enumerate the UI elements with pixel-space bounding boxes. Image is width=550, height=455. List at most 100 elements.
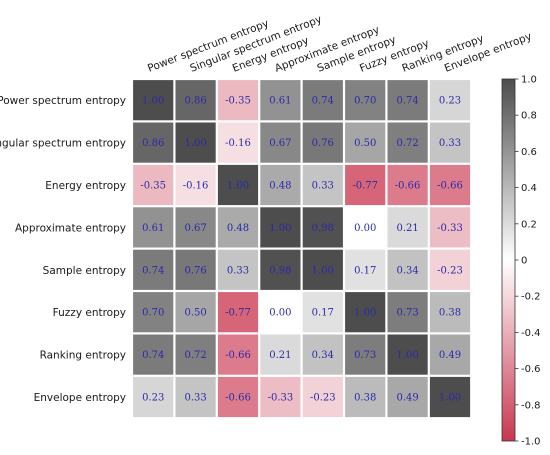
heatmap-cell bbox=[260, 122, 301, 163]
heatmap-cell bbox=[387, 80, 428, 121]
colorbar-tick-label: -0.6 bbox=[521, 364, 541, 375]
cell-value-label: 0.61 bbox=[142, 223, 164, 234]
row-label-energy-entropy: Energy entropy bbox=[45, 180, 126, 192]
cell-value-label: 0.61 bbox=[269, 96, 291, 107]
cell-value-label: 0.48 bbox=[227, 223, 249, 234]
heatmap-cell bbox=[429, 292, 471, 333]
heatmap-cell bbox=[387, 334, 428, 375]
heatmap-cell bbox=[345, 334, 386, 375]
cell-value-label: 1.00 bbox=[269, 223, 291, 234]
cell-value-label: -0.23 bbox=[310, 393, 336, 404]
cell-value-label: -0.35 bbox=[140, 181, 166, 192]
cell-value-label: 0.70 bbox=[142, 308, 164, 319]
cell-value-label: -0.66 bbox=[437, 181, 463, 192]
cell-value-label: 0.23 bbox=[142, 393, 164, 404]
heatmap-cell bbox=[345, 80, 386, 121]
cell-value-label: 0.38 bbox=[439, 308, 461, 319]
cell-value-label: 0.34 bbox=[312, 350, 334, 361]
heatmap-cell bbox=[133, 376, 174, 418]
heatmap-cell bbox=[387, 207, 428, 248]
heatmap-cell bbox=[175, 207, 216, 248]
cell-value-label: 0.49 bbox=[439, 350, 461, 361]
colorbar-tick-label: 0.6 bbox=[521, 147, 537, 158]
cell-value-label: -0.35 bbox=[225, 96, 251, 107]
row-label-singular-spectrum-entropy: Singular spectrum entropy bbox=[0, 138, 126, 150]
heatmap-cell bbox=[429, 122, 471, 163]
heatmap-cells: 1.00 0.86 -0.35 0.61 0.74 0.70 0.74 0.23 0.86 1.0… bbox=[133, 80, 471, 418]
row-labels: Power spectrum entropy Singular spectrum … bbox=[0, 95, 126, 404]
cell-value-label: 0.21 bbox=[269, 350, 291, 361]
heatmap-cell bbox=[217, 122, 259, 163]
colorbar-tick-label: -0.2 bbox=[521, 292, 541, 303]
heatmap-cell bbox=[429, 334, 471, 375]
heatmap-cell bbox=[302, 292, 343, 333]
heatmap-cell bbox=[133, 164, 174, 206]
heatmap-cell bbox=[345, 164, 386, 206]
heatmap-cell bbox=[260, 80, 301, 121]
heatmap-cell bbox=[387, 376, 428, 418]
cell-value-label: 0.67 bbox=[184, 223, 206, 234]
cell-value-label: -0.77 bbox=[225, 308, 251, 319]
cell-value-label: 1.00 bbox=[439, 393, 461, 404]
heatmap-cell bbox=[217, 249, 259, 290]
colorbar-tick-label: -0.8 bbox=[521, 400, 541, 411]
cell-value-label: -0.16 bbox=[183, 181, 209, 192]
heatmap-cell bbox=[133, 80, 174, 121]
heatmap-cell bbox=[260, 164, 301, 206]
cell-value-label: 0.70 bbox=[354, 96, 376, 107]
heatmap-cell bbox=[429, 80, 471, 121]
cell-value-label: -0.77 bbox=[352, 181, 378, 192]
cell-value-label: 0.49 bbox=[396, 393, 418, 404]
cell-value-label: 1.00 bbox=[184, 138, 206, 149]
row-label-envelope-entropy: Envelope entropy bbox=[34, 392, 126, 404]
cell-value-label: 0.21 bbox=[396, 223, 418, 234]
heatmap-cell bbox=[133, 334, 174, 375]
heatmap-cell bbox=[217, 376, 259, 418]
heatmap-cell bbox=[133, 207, 174, 248]
cell-value-label: 0.86 bbox=[184, 96, 206, 107]
heatmap-cell bbox=[302, 80, 343, 121]
cell-value-label: 0.98 bbox=[312, 223, 334, 234]
heatmap-cell bbox=[260, 207, 301, 248]
heatmap-cell bbox=[175, 334, 216, 375]
cell-value-label: 1.00 bbox=[227, 181, 249, 192]
heatmap-cell bbox=[217, 80, 259, 121]
heatmap-cell bbox=[387, 122, 428, 163]
cell-value-label: 1.00 bbox=[312, 265, 334, 276]
cell-value-label: 0.48 bbox=[269, 181, 291, 192]
cell-value-label: 1.00 bbox=[396, 350, 418, 361]
heatmap-cell bbox=[260, 376, 301, 418]
cell-value-label: -0.66 bbox=[395, 181, 421, 192]
cell-value-label: -0.33 bbox=[268, 393, 294, 404]
heatmap-cell bbox=[302, 376, 343, 418]
heatmap-cell bbox=[429, 376, 471, 418]
heatmap-cell bbox=[175, 122, 216, 163]
cell-value-label: -0.66 bbox=[225, 393, 251, 404]
heatmap-cell bbox=[302, 249, 343, 290]
cell-value-label: 0.74 bbox=[142, 350, 164, 361]
heatmap-cell bbox=[260, 249, 301, 290]
colorbar-tick-label: -0.4 bbox=[521, 328, 541, 339]
heatmap-cell bbox=[260, 334, 301, 375]
heatmap-cell bbox=[302, 334, 343, 375]
heatmap-cell bbox=[387, 164, 428, 206]
row-label-ranking-entropy: Ranking entropy bbox=[40, 350, 126, 362]
cell-value-label: 0.74 bbox=[142, 265, 164, 276]
row-label-sample-entropy: Sample entropy bbox=[43, 265, 126, 277]
colorbar-tick-label: 0.2 bbox=[521, 219, 537, 230]
cell-value-label: 0.73 bbox=[396, 308, 418, 319]
cell-value-label: 0.33 bbox=[184, 393, 206, 404]
cell-value-label: 0.38 bbox=[354, 393, 376, 404]
cell-value-label: 0.50 bbox=[354, 138, 376, 149]
colorbar: -1.0 -0.8 -0.6 -0.4 -0.2 0 0.2 0.4 0.6 0.8 1.0 bbox=[501, 75, 541, 448]
heatmap-cell bbox=[302, 122, 343, 163]
heatmap-cell bbox=[345, 292, 386, 333]
cell-value-label: 0.72 bbox=[184, 350, 206, 361]
colorbar-gradient bbox=[501, 78, 516, 442]
cell-value-label: 0.00 bbox=[269, 308, 291, 319]
heatmap-cell bbox=[133, 122, 174, 163]
heatmap-cell bbox=[429, 164, 471, 206]
cell-value-label: -0.16 bbox=[225, 138, 251, 149]
cell-value-label: 0.86 bbox=[142, 138, 164, 149]
